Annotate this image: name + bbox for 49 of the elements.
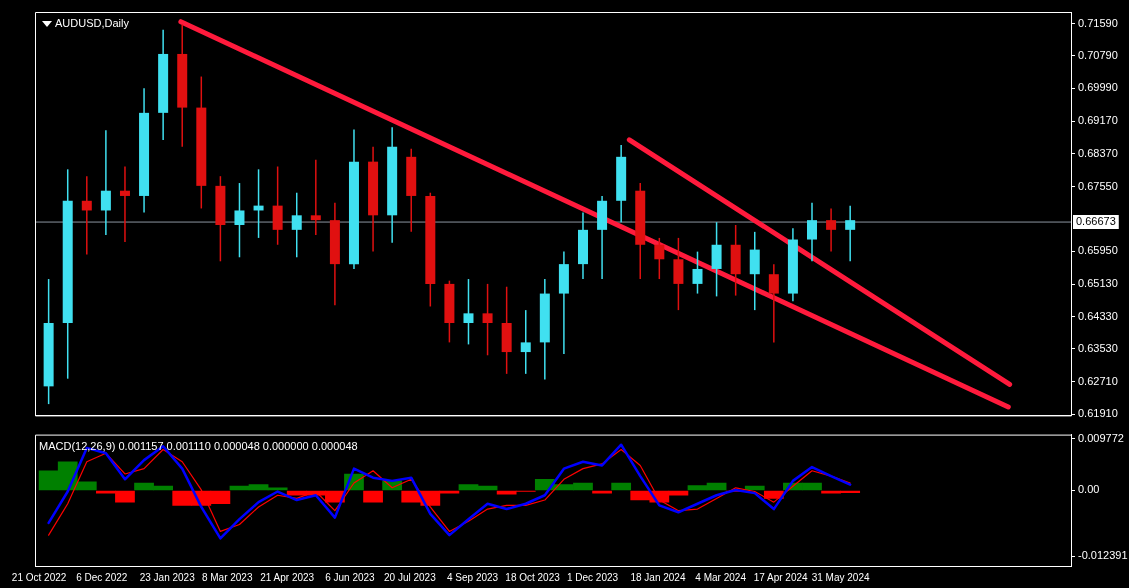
- x-tick-label: 8 Mar 2023: [201, 571, 253, 583]
- candlestick: [81, 175, 92, 256]
- y-tick-label: 0.69990: [1078, 81, 1118, 94]
- x-tick-label: 1 Dec 2023: [566, 571, 619, 583]
- x-tick-label: 23 Jan 2023: [139, 571, 196, 583]
- x-tick-label: 18 Oct 2023: [505, 571, 561, 583]
- x-tick-label: 21 Oct 2022: [11, 571, 67, 583]
- candlestick: [310, 158, 321, 236]
- y-tick-label: 0.64330: [1078, 309, 1118, 322]
- y-tick-label: 0.65950: [1078, 244, 1118, 257]
- text: MACD(12,26,9) 0.001157 0.001110 0.000048 0.000000 0.000048: [39, 439, 358, 452]
- ref-line-label: 0.66673: [1076, 215, 1116, 228]
- candlestick: [482, 283, 493, 357]
- x-tick-label: 4 Sep 2023: [446, 571, 499, 583]
- bar: [363, 490, 383, 503]
- candlestick: [692, 250, 703, 295]
- candlestick: [654, 237, 665, 280]
- candlestick: [119, 165, 130, 243]
- bar: [611, 482, 632, 491]
- x-tick-label: 31 May 2024: [811, 571, 870, 583]
- x-tick-label: 6 Dec 2022: [76, 571, 128, 583]
- candlestick: [807, 202, 817, 263]
- y-tick-label: 0.69170: [1078, 114, 1118, 127]
- candlestick: [826, 207, 837, 253]
- candlestick: [520, 309, 531, 375]
- y-tick-label: 0.009772: [1078, 431, 1124, 444]
- candlestick: [463, 278, 474, 346]
- x-tick-label: 20 Jul 2023: [384, 571, 437, 583]
- candlestick: [100, 129, 111, 236]
- candlestick: [234, 182, 245, 259]
- x-tick-label: 18 Jan 2024: [630, 571, 686, 583]
- y-tick-label: 0.00: [1078, 483, 1100, 496]
- y-tick-label: 0.63530: [1078, 341, 1118, 354]
- candlestick: [845, 204, 856, 263]
- x-tick-label: 4 Mar 2024: [695, 571, 747, 583]
- candlestick: [768, 263, 779, 344]
- candlestick: [291, 191, 302, 259]
- x-tick-label: 17 Apr 2024: [753, 571, 809, 583]
- y-tick-label: 0.62710: [1078, 374, 1118, 387]
- y-tick-label: -0.012391: [1078, 549, 1128, 562]
- y-tick-label: 0.70790: [1078, 49, 1118, 61]
- x-tick-label: 21 Apr 2023: [260, 571, 315, 583]
- y-tick-label: 0.67550: [1078, 179, 1118, 192]
- y-tick-label: 0.68370: [1078, 146, 1118, 159]
- y-tick-label: 0.71590: [1078, 16, 1118, 29]
- x-tick-label: 6 Jun 2023: [325, 571, 376, 583]
- y-tick-label: 0.61910: [1078, 407, 1118, 420]
- text: AUDUSD,Daily: [55, 17, 130, 30]
- y-tick-label: 0.65130: [1078, 277, 1118, 290]
